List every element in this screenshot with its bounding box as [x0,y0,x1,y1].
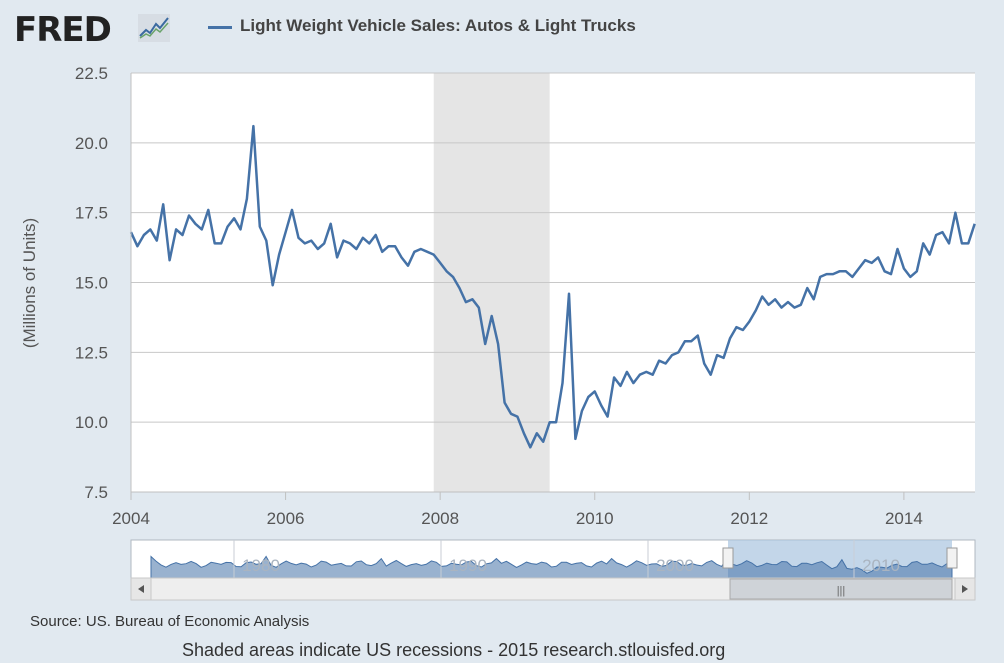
line-chart[interactable]: 7.5 10.0 12.5 15.0 17.5 20.0 22.5 2004 2006 2008 2… [0,0,1004,540]
series-line[interactable] [129,124,976,449]
source-note: Source: US. Bureau of Economic Analysis [30,613,310,630]
navigator-handle-left[interactable] [722,547,734,569]
y-tick-label: 17.5 [75,204,108,223]
legend-series-label: Light Weight Vehicle Sales: Autos & Ligh… [240,16,636,35]
scroll-left-arrow-icon [138,585,144,593]
y-tick-label: 7.5 [84,483,108,502]
x-tick-label: 2014 [885,509,923,528]
y-tick-label: 12.5 [75,343,108,362]
x-tick-label: 2008 [421,509,459,528]
navigator-handle-right[interactable] [946,547,958,569]
y-tick-label: 15.0 [75,274,108,293]
x-tick-label: 2006 [267,509,305,528]
scrollbar-grip-icon: ||| [837,585,846,597]
fred-logo: FRED [14,10,112,50]
x-tick-label: 2010 [576,509,614,528]
y-tick-label: 20.0 [75,134,108,153]
y-tick-label: 10.0 [75,413,108,432]
navigator-year-label: 1990 [449,556,487,575]
y-axis-label: (Millions of Units) [20,218,39,348]
navigator-year-label: 2000 [656,556,694,575]
x-tick-label: 2004 [112,509,150,528]
fred-logo-chart-icon [138,14,170,42]
navigator-series-area [150,555,953,579]
legend-series-swatch [208,26,232,29]
navigator-year-label: 2010 [862,556,900,575]
x-tick-label: 2012 [730,509,768,528]
scroll-right-arrow-icon [962,585,968,593]
recession-footer-note: Shaded areas indicate US recessions - 20… [182,640,726,660]
y-tick-label: 22.5 [75,64,108,83]
navigator-year-label: 1980 [242,556,280,575]
range-navigator[interactable]: 1980 1990 2000 2010 ||| [0,0,1004,610]
scrollbar-thumb[interactable] [729,578,953,600]
